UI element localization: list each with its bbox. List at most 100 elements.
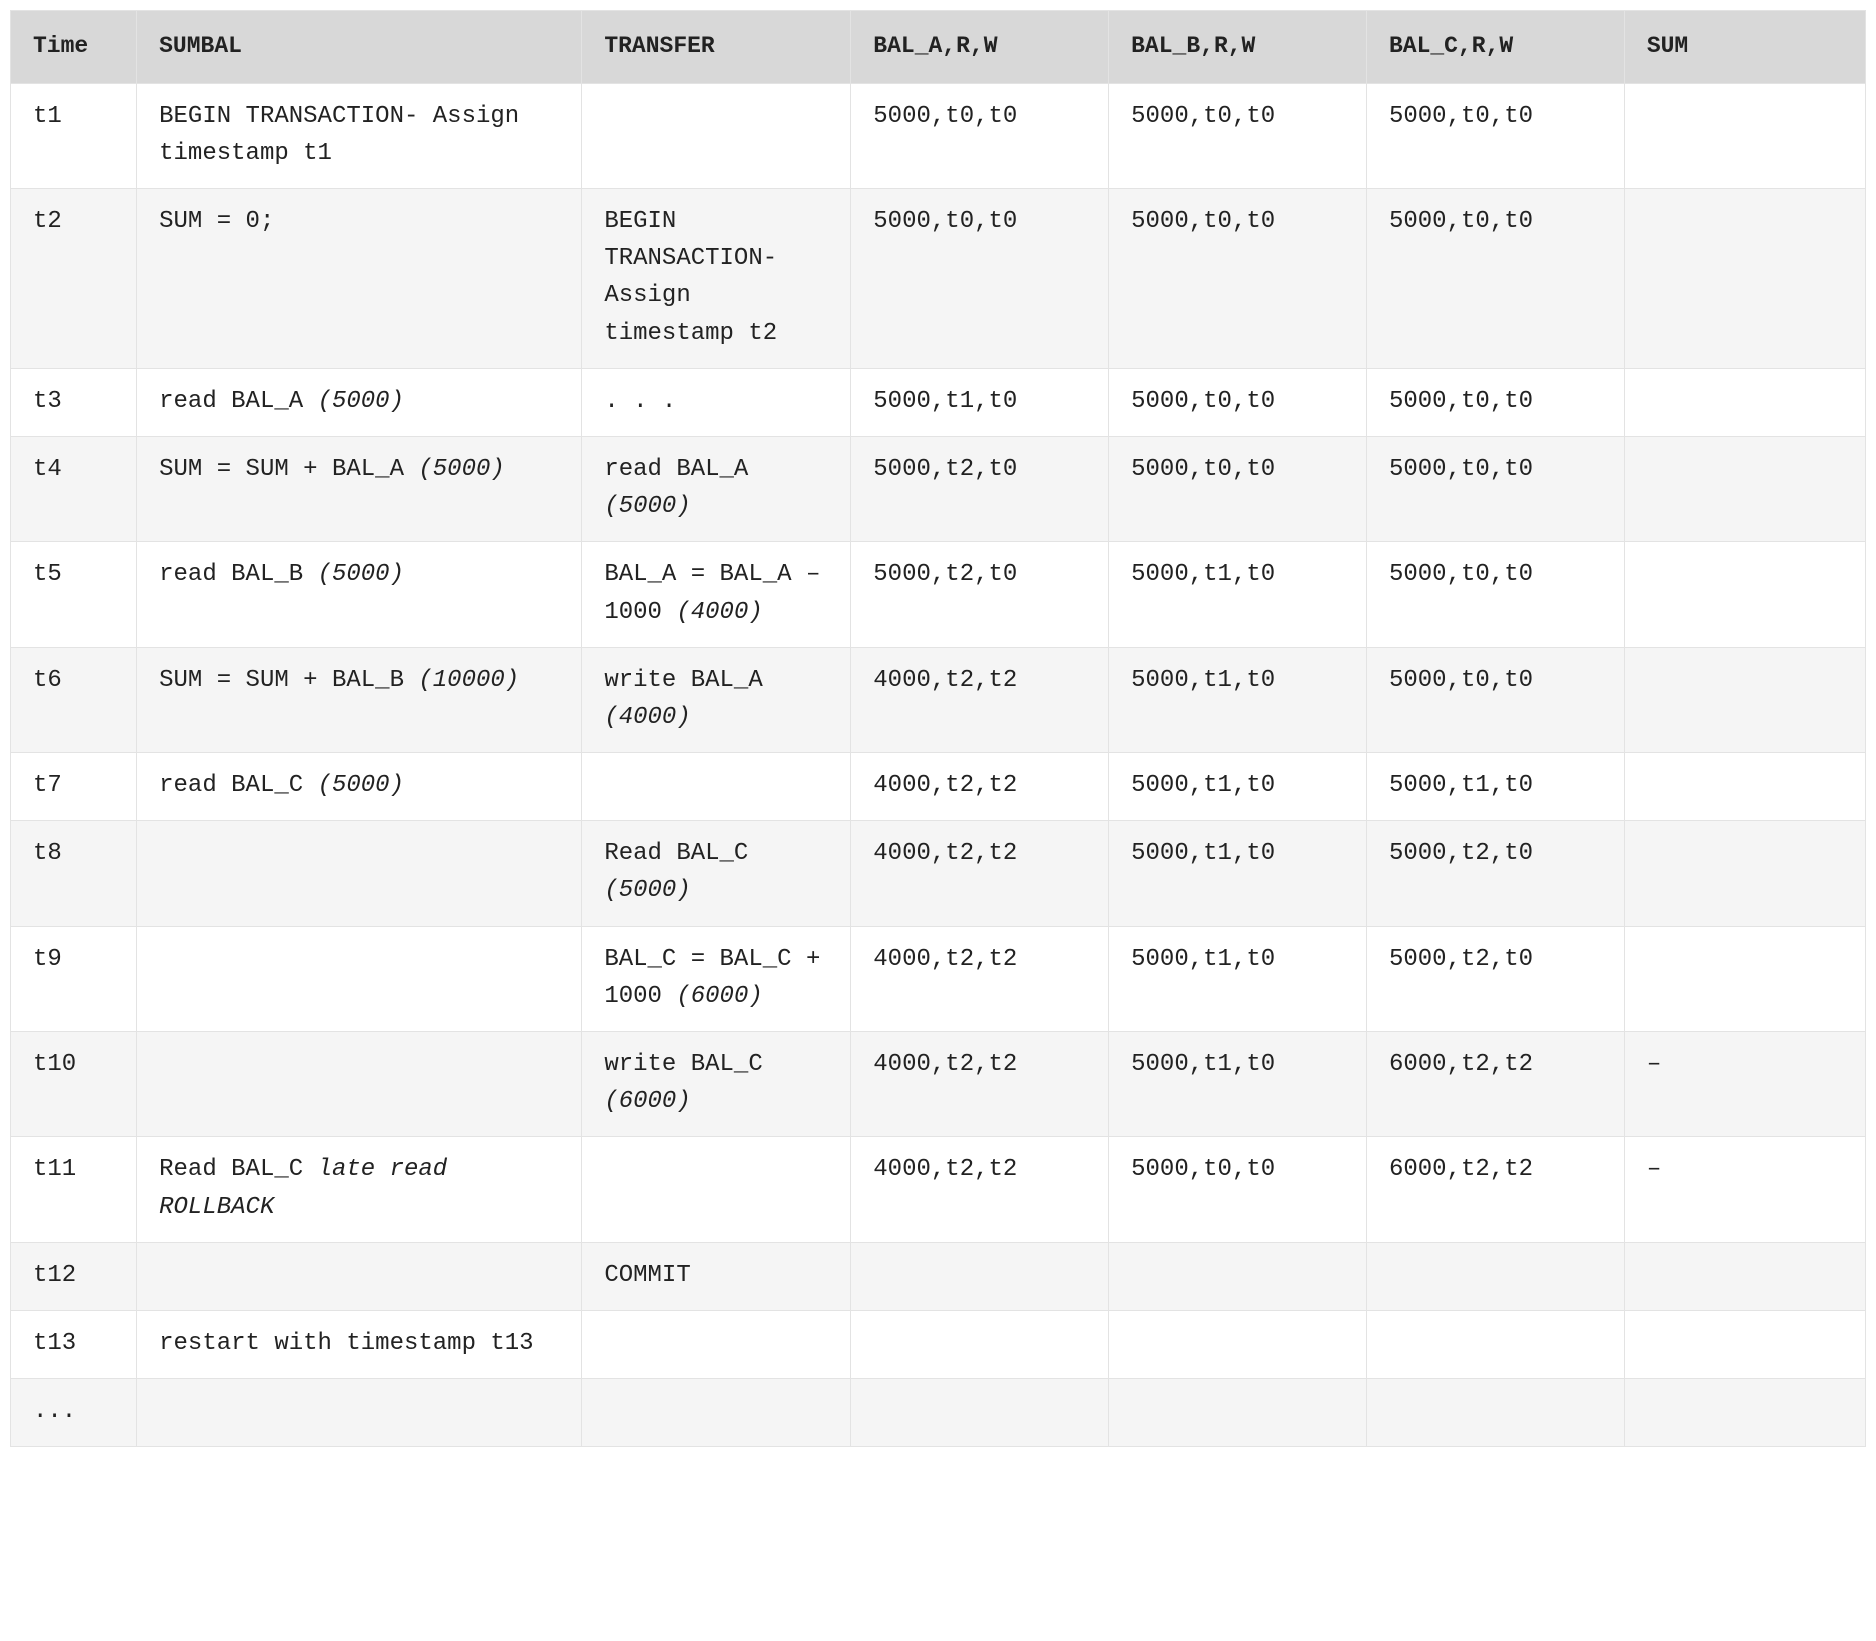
cell-bal_a: 4000,t2,t2 [851,926,1109,1031]
cell-transfer: Read BAL_C (5000) [582,821,851,926]
table-row: t2SUM = 0;BEGIN TRANSACTION- Assign time… [11,189,1866,369]
cell-bal_c [1366,1379,1624,1447]
cell-sumbal [137,1379,582,1447]
cell-time: t9 [11,926,137,1031]
cell-sumbal: SUM = SUM + BAL_A (5000) [137,436,582,541]
cell-sumbal: read BAL_C (5000) [137,753,582,821]
cell-sum [1624,821,1865,926]
cell-sumbal: Read BAL_C late read ROLLBACK [137,1137,582,1242]
cell-transfer: BEGIN TRANSACTION- Assign timestamp t2 [582,189,851,369]
table-row: t1BEGIN TRANSACTION- Assign timestamp t1… [11,83,1866,188]
table-row: t5read BAL_B (5000)BAL_A = BAL_A – 1000 … [11,542,1866,647]
cell-time: t6 [11,647,137,752]
cell-transfer [582,1379,851,1447]
cell-bal_c: 5000,t2,t0 [1366,821,1624,926]
cell-sumbal [137,1242,582,1310]
table-row: ... [11,1379,1866,1447]
cell-bal_a: 5000,t0,t0 [851,189,1109,369]
cell-bal_b: 5000,t1,t0 [1109,926,1367,1031]
cell-transfer: BAL_A = BAL_A – 1000 (4000) [582,542,851,647]
cell-bal_c: 5000,t0,t0 [1366,542,1624,647]
cell-time: t5 [11,542,137,647]
cell-transfer: read BAL_A (5000) [582,436,851,541]
cell-sum [1624,189,1865,369]
cell-bal_b: 5000,t1,t0 [1109,821,1367,926]
table-row: t11Read BAL_C late read ROLLBACK4000,t2,… [11,1137,1866,1242]
cell-sumbal [137,1032,582,1137]
cell-sum [1624,1242,1865,1310]
table-row: t3read BAL_A (5000). . .5000,t1,t05000,t… [11,368,1866,436]
cell-time: t1 [11,83,137,188]
cell-sum [1624,83,1865,188]
cell-bal_b: 5000,t0,t0 [1109,368,1367,436]
cell-sumbal: SUM = SUM + BAL_B (10000) [137,647,582,752]
cell-sum: – [1624,1137,1865,1242]
cell-bal_c: 5000,t2,t0 [1366,926,1624,1031]
cell-bal_a: 5000,t2,t0 [851,542,1109,647]
cell-bal_c: 5000,t0,t0 [1366,368,1624,436]
cell-bal_c [1366,1310,1624,1378]
cell-sum [1624,1310,1865,1378]
cell-sumbal [137,821,582,926]
cell-bal_a: 5000,t0,t0 [851,83,1109,188]
cell-bal_a [851,1242,1109,1310]
cell-bal_a: 4000,t2,t2 [851,821,1109,926]
cell-transfer [582,1137,851,1242]
cell-sum [1624,368,1865,436]
cell-bal_b: 5000,t0,t0 [1109,1137,1367,1242]
cell-transfer [582,753,851,821]
cell-bal_c: 5000,t0,t0 [1366,189,1624,369]
cell-sumbal [137,926,582,1031]
table-row: t13restart with timestamp t13 [11,1310,1866,1378]
table-row: t9BAL_C = BAL_C + 1000 (6000)4000,t2,t25… [11,926,1866,1031]
cell-transfer: . . . [582,368,851,436]
cell-sum [1624,753,1865,821]
cell-sum [1624,1379,1865,1447]
col-header-bal-b: BAL_B,R,W [1109,11,1367,84]
cell-bal_b: 5000,t1,t0 [1109,647,1367,752]
cell-transfer [582,83,851,188]
cell-sumbal: BEGIN TRANSACTION- Assign timestamp t1 [137,83,582,188]
table-row: t4SUM = SUM + BAL_A (5000)read BAL_A (50… [11,436,1866,541]
cell-time: t12 [11,1242,137,1310]
col-header-sum: SUM [1624,11,1865,84]
table-row: t8 Read BAL_C (5000)4000,t2,t25000,t1,t05… [11,821,1866,926]
cell-transfer: COMMIT [582,1242,851,1310]
table-row: t10write BAL_C (6000)4000,t2,t25000,t1,t… [11,1032,1866,1137]
cell-bal_a [851,1379,1109,1447]
cell-sumbal: read BAL_A (5000) [137,368,582,436]
cell-bal_b: 5000,t1,t0 [1109,1032,1367,1137]
transaction-schedule-table: Time SUMBAL TRANSFER BAL_A,R,W BAL_B,R,W… [10,10,1866,1447]
cell-sum [1624,926,1865,1031]
cell-bal_b: 5000,t0,t0 [1109,83,1367,188]
cell-bal_a: 5000,t2,t0 [851,436,1109,541]
table-row: t7read BAL_C (5000)4000,t2,t25000,t1,t05… [11,753,1866,821]
cell-time: t3 [11,368,137,436]
cell-time: ... [11,1379,137,1447]
cell-bal_b: 5000,t0,t0 [1109,189,1367,369]
cell-transfer: write BAL_A (4000) [582,647,851,752]
cell-bal_c: 5000,t0,t0 [1366,436,1624,541]
cell-bal_b: 5000,t1,t0 [1109,542,1367,647]
cell-time: t11 [11,1137,137,1242]
cell-bal_a: 4000,t2,t2 [851,753,1109,821]
table-row: t6SUM = SUM + BAL_B (10000)write BAL_A (… [11,647,1866,752]
cell-sum [1624,542,1865,647]
col-header-sumbal: SUMBAL [137,11,582,84]
cell-bal_c: 5000,t0,t0 [1366,647,1624,752]
cell-sumbal: restart with timestamp t13 [137,1310,582,1378]
cell-bal_b [1109,1310,1367,1378]
cell-bal_c: 5000,t0,t0 [1366,83,1624,188]
col-header-bal-c: BAL_C,R,W [1366,11,1624,84]
cell-sumbal: read BAL_B (5000) [137,542,582,647]
cell-bal_c: 6000,t2,t2 [1366,1032,1624,1137]
cell-bal_a: 5000,t1,t0 [851,368,1109,436]
cell-time: t8 [11,821,137,926]
cell-bal_c [1366,1242,1624,1310]
cell-time: t10 [11,1032,137,1137]
cell-sum [1624,647,1865,752]
cell-bal_a: 4000,t2,t2 [851,1032,1109,1137]
cell-bal_c: 6000,t2,t2 [1366,1137,1624,1242]
cell-bal_a [851,1310,1109,1378]
col-header-time: Time [11,11,137,84]
